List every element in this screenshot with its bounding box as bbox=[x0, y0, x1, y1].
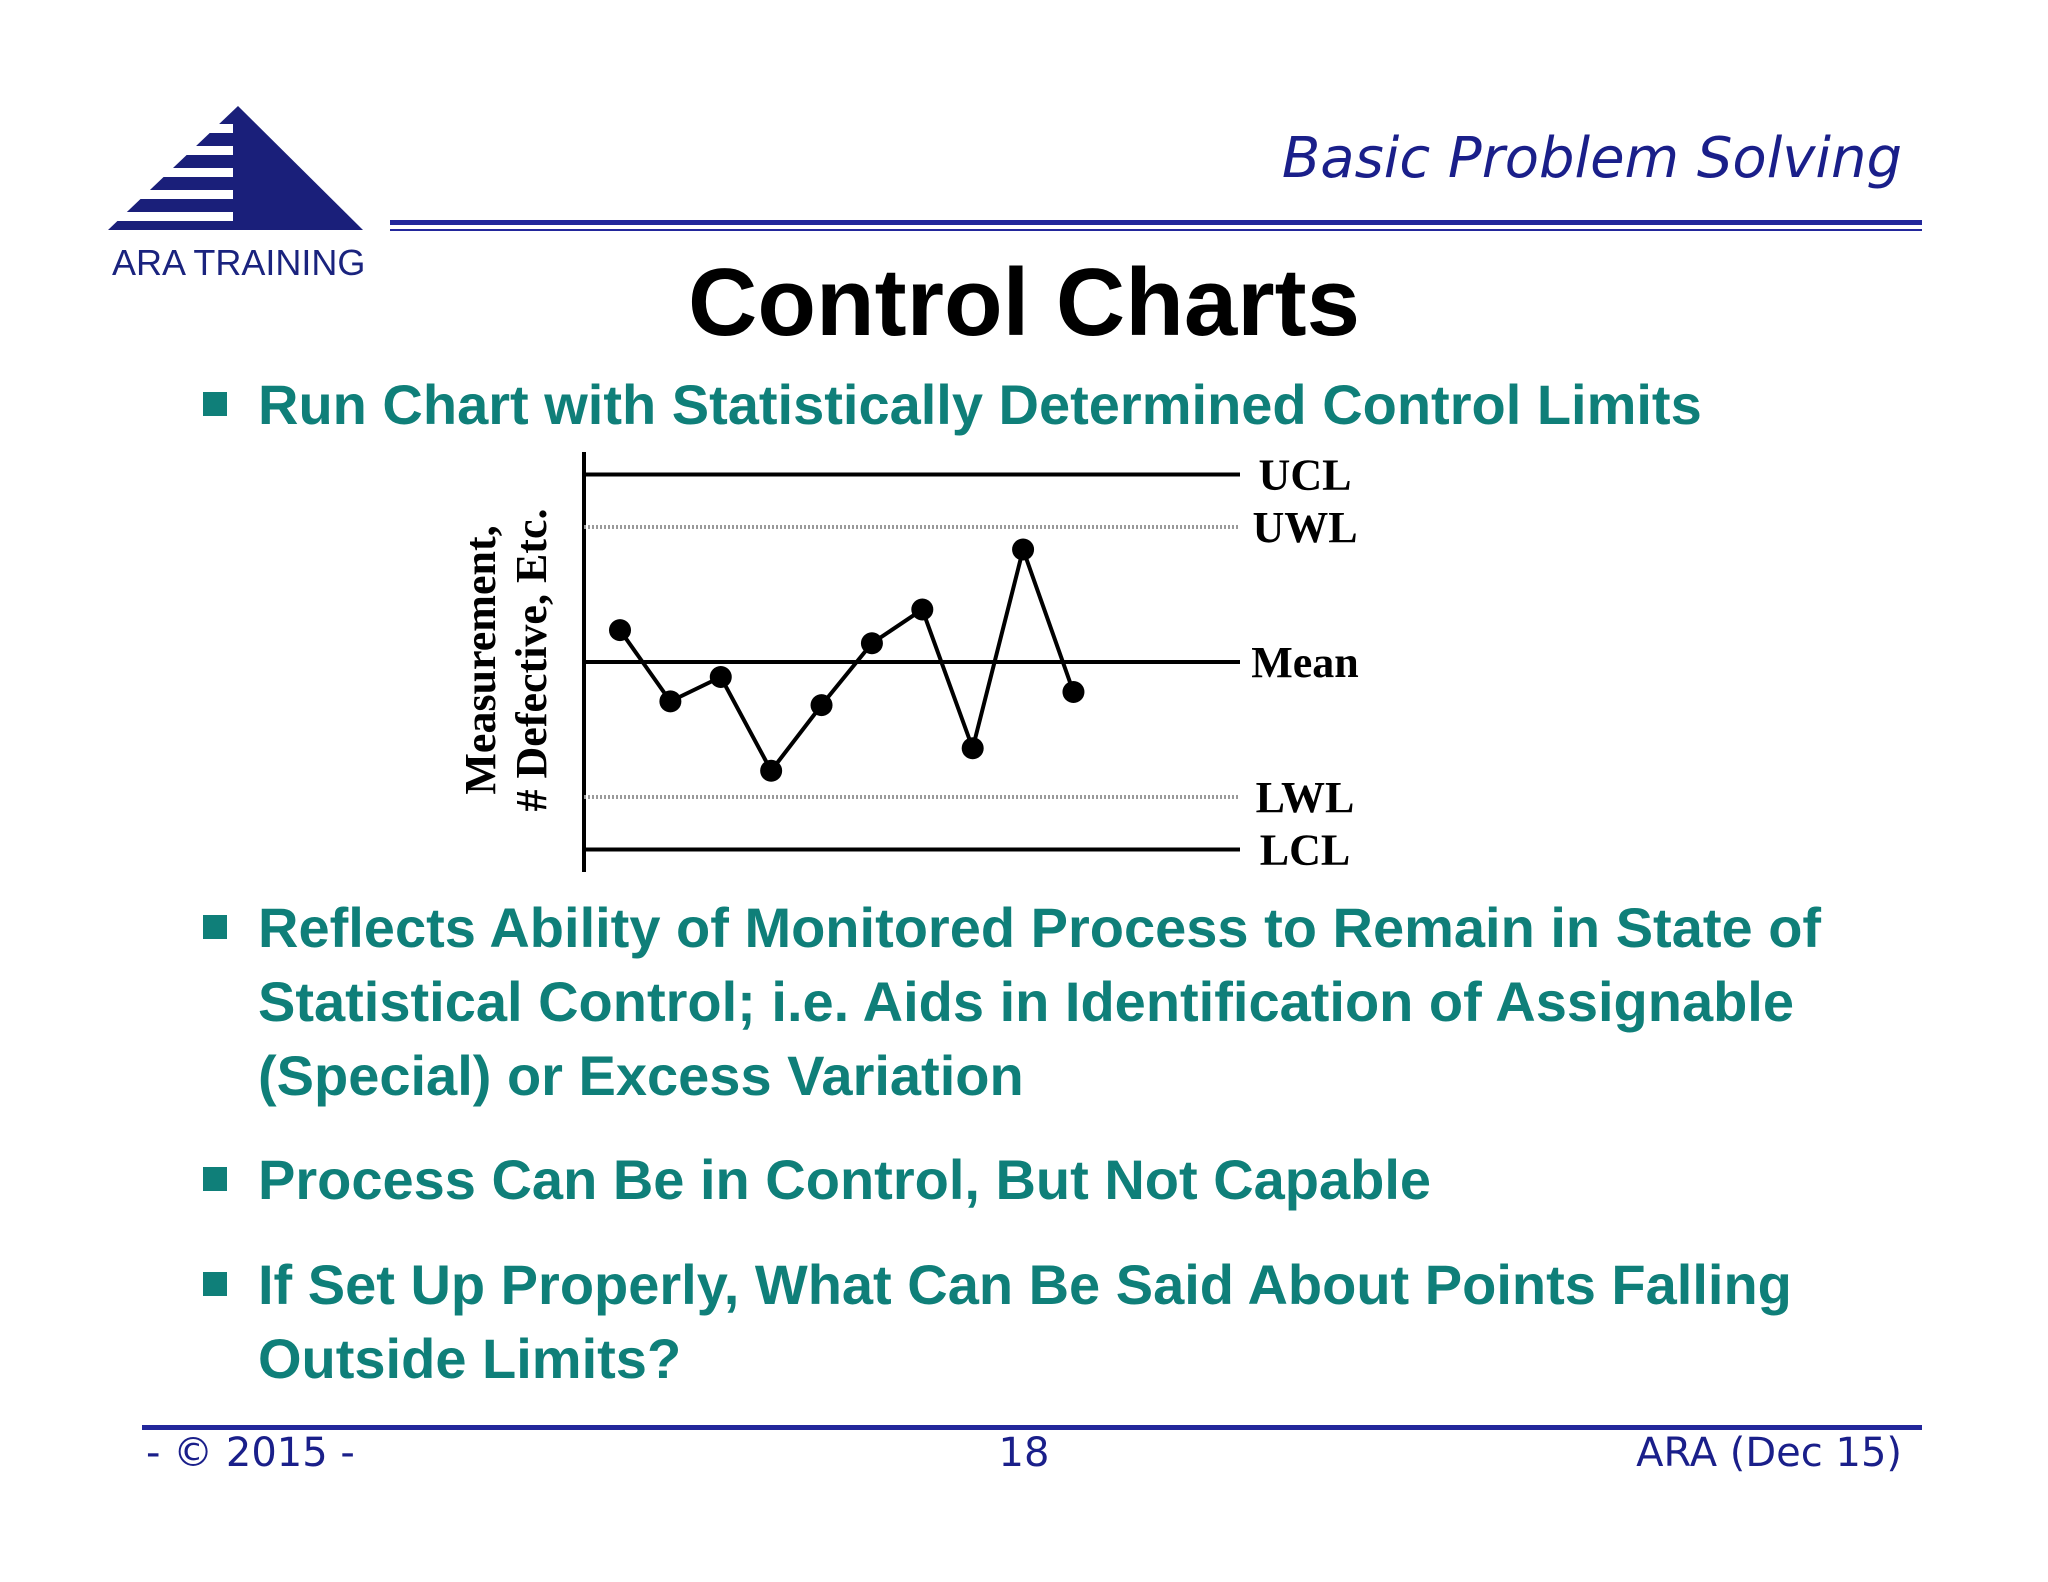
footer-version: ARA (Dec 15) bbox=[1636, 1430, 1902, 1476]
data-point bbox=[1062, 681, 1085, 703]
limit-label-uwl: UWL bbox=[1252, 503, 1357, 552]
y-axis-label-line1: Measurement, bbox=[456, 525, 505, 794]
square-bullet-icon bbox=[203, 392, 227, 416]
bullet-item: Run Chart with Statistically Determined … bbox=[203, 368, 1978, 442]
data-point bbox=[810, 694, 833, 717]
logo-text: ARA TRAINING bbox=[112, 242, 366, 283]
header-divider bbox=[390, 220, 1922, 225]
square-bullet-icon bbox=[203, 1167, 227, 1191]
footer-divider bbox=[142, 1425, 1922, 1430]
limit-label-mean: Mean bbox=[1251, 638, 1359, 687]
page-number: 18 bbox=[998, 1430, 1050, 1476]
course-title: Basic Problem Solving bbox=[1281, 126, 1902, 191]
data-point bbox=[659, 690, 682, 713]
data-point bbox=[609, 619, 631, 642]
data-point bbox=[860, 632, 883, 655]
bullet-text: Process Can Be in Control, But Not Capab… bbox=[258, 1148, 1432, 1211]
bullet-text: If Set Up Properly, What Can Be Said Abo… bbox=[258, 1253, 1792, 1390]
bullet-item: Process Can Be in Control, But Not Capab… bbox=[203, 1143, 1978, 1217]
bullet-item: Reflects Ability of Monitored Process to… bbox=[203, 891, 1978, 1113]
ara-training-logo bbox=[108, 106, 363, 230]
square-bullet-icon bbox=[203, 915, 227, 939]
bullet-text: Reflects Ability of Monitored Process to… bbox=[258, 896, 1822, 1107]
data-point bbox=[961, 737, 984, 760]
data-point bbox=[760, 759, 783, 782]
bullet-item: If Set Up Properly, What Can Be Said Abo… bbox=[203, 1248, 1978, 1396]
run-chart-line bbox=[618, 542, 1076, 775]
slide-title: Control Charts bbox=[688, 249, 1360, 356]
square-bullet-icon bbox=[203, 1272, 227, 1296]
header-divider-thin bbox=[390, 229, 1922, 231]
footer-copyright: - © 2015 - bbox=[146, 1430, 355, 1476]
limit-label-ucl: UCL bbox=[1259, 451, 1352, 500]
data-point bbox=[709, 666, 732, 688]
limit-label-lcl: LCL bbox=[1260, 826, 1350, 875]
data-point bbox=[1012, 538, 1035, 561]
y-axis-label-line2: # Defective, Etc. bbox=[507, 509, 556, 812]
limit-label-lwl: LWL bbox=[1256, 773, 1355, 822]
bullet-text: Run Chart with Statistically Determined … bbox=[258, 373, 1702, 436]
data-point bbox=[911, 598, 934, 621]
